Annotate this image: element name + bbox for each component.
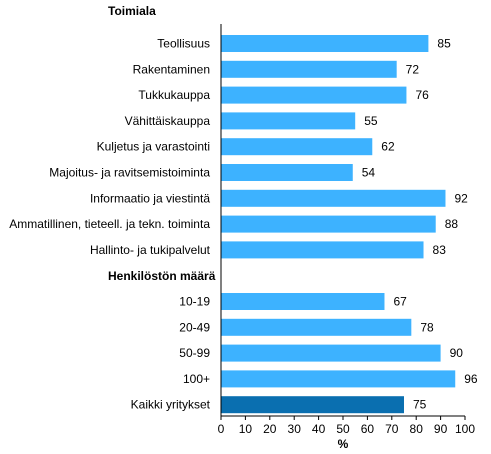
x-tick-label: 50 xyxy=(336,422,350,436)
x-tick-label: 30 xyxy=(288,422,302,436)
value-label-rakentaminen: 72 xyxy=(406,62,420,76)
value-label-kaikki-yritykset: 75 xyxy=(413,398,427,412)
value-label-20-49: 78 xyxy=(420,320,434,334)
x-tick-label: 100 xyxy=(455,422,475,436)
section-title-henkiloston-maara: Henkilöstön määrä xyxy=(108,269,216,283)
category-label-tukkukauppa: Tukkukauppa xyxy=(138,88,210,102)
bar-hallinto-ja-tukipalvelut xyxy=(221,241,424,259)
bar-teollisuus xyxy=(221,35,429,52)
category-label-informaatio-ja-viestinta: Informaatio ja viestintä xyxy=(90,191,210,205)
bar-20-49 xyxy=(221,318,412,336)
value-label-teollisuus: 85 xyxy=(437,37,451,51)
value-label-kuljetus-ja-varastointi: 62 xyxy=(381,140,395,154)
bar-10-19 xyxy=(221,293,385,310)
bar-tukkukauppa xyxy=(221,86,407,104)
bar-ammatillinen-tieteell-ja-tekn-toiminta xyxy=(221,215,436,233)
x-tick-label: 80 xyxy=(410,422,424,436)
bar-majoitus-ja-ravitsemistoiminta xyxy=(221,164,353,181)
bar-kuljetus-ja-varastointi xyxy=(221,138,373,156)
x-tick-label: 20 xyxy=(263,422,277,436)
bar-rakentaminen xyxy=(221,60,397,78)
value-label-50-99: 90 xyxy=(450,346,464,360)
bar-50-99 xyxy=(221,344,441,362)
value-label-100: 96 xyxy=(464,372,478,386)
category-label-teollisuus: Teollisuus xyxy=(157,37,210,51)
bar-100 xyxy=(221,370,456,388)
category-label-kaikki-yritykset: Kaikki yritykset xyxy=(131,398,211,412)
x-axis-title: % xyxy=(338,437,349,451)
category-label-vahittaiskauppa: Vähittäiskauppa xyxy=(125,114,211,128)
x-tick-label: 60 xyxy=(361,422,375,436)
category-label-hallinto-ja-tukipalvelut: Hallinto- ja tukipalvelut xyxy=(90,243,211,257)
value-label-hallinto-ja-tukipalvelut: 83 xyxy=(433,243,447,257)
category-label-majoitus-ja-ravitsemistoiminta: Majoitus- ja ravitsemistoiminta xyxy=(49,166,210,180)
x-tick-label: 0 xyxy=(218,422,225,436)
plot-area: Toimiala Teollisuus 85 Rakentaminen 72 Tukkuk… xyxy=(9,4,478,451)
x-tick-label: 40 xyxy=(312,422,326,436)
x-tick-label: 10 xyxy=(239,422,253,436)
value-label-informaatio-ja-viestinta: 92 xyxy=(454,191,468,205)
value-label-tukkukauppa: 76 xyxy=(415,88,429,102)
x-tick-label: 70 xyxy=(385,422,399,436)
value-label-ammatillinen-tieteell-ja-tekn-toiminta: 88 xyxy=(445,217,459,231)
bar-vahittaiskauppa xyxy=(221,112,356,130)
category-label-100: 100+ xyxy=(183,372,210,386)
bar-kaikki-yritykset xyxy=(221,396,404,414)
value-label-majoitus-ja-ravitsemistoiminta: 54 xyxy=(362,166,376,180)
category-label-kuljetus-ja-varastointi: Kuljetus ja varastointi xyxy=(97,140,210,154)
category-label-rakentaminen: Rakentaminen xyxy=(133,62,210,76)
category-label-10-19: 10-19 xyxy=(179,295,210,309)
category-label-ammatillinen-tieteell-ja-tekn-toiminta: Ammatillinen, tieteell. ja tekn. toimint… xyxy=(9,217,210,231)
value-label-10-19: 67 xyxy=(393,295,407,309)
value-label-vahittaiskauppa: 55 xyxy=(364,114,378,128)
x-tick-label: 90 xyxy=(434,422,448,436)
bar-informaatio-ja-viestinta xyxy=(221,189,446,207)
category-label-20-49: 20-49 xyxy=(179,320,210,334)
category-label-50-99: 50-99 xyxy=(179,346,210,360)
section-title-toimiala: Toimiala xyxy=(108,4,156,18)
